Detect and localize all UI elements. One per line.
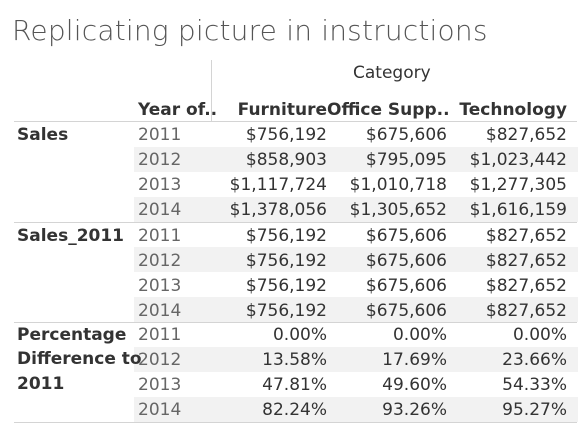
value-cell-technology[interactable]: 54.33% (447, 373, 567, 398)
value-cell-office-supplies[interactable]: 0.00% (327, 323, 447, 348)
value-cell-technology[interactable]: $827,652 (447, 249, 567, 274)
value-cell-office-supplies[interactable]: $675,606 (327, 299, 447, 324)
value-cell-office-supplies[interactable]: $675,606 (327, 249, 447, 274)
year-cell[interactable]: 2011 (138, 323, 181, 348)
value-cell-technology[interactable]: $827,652 (447, 224, 567, 249)
value-cell-furniture[interactable]: 47.81% (212, 373, 327, 398)
year-cell[interactable]: 2013 (138, 173, 181, 198)
value-cell-furniture[interactable]: $756,192 (212, 224, 327, 249)
value-cell-furniture[interactable]: $756,192 (212, 123, 327, 148)
value-cell-technology[interactable]: $827,652 (447, 123, 567, 148)
value-cell-furniture[interactable]: 13.58% (212, 348, 327, 373)
value-cell-technology[interactable]: $827,652 (447, 274, 567, 299)
value-cell-office-supplies[interactable]: 17.69% (327, 348, 447, 373)
value-cell-furniture[interactable]: $1,117,724 (212, 173, 327, 198)
value-cell-furniture[interactable]: $1,378,056 (212, 198, 327, 223)
value-cell-office-supplies[interactable]: $1,010,718 (327, 173, 447, 198)
view-title: Replicating picture in instructions (12, 14, 488, 47)
value-cell-office-supplies[interactable]: $795,095 (327, 148, 447, 173)
value-cell-office-supplies[interactable]: $1,305,652 (327, 198, 447, 223)
value-cell-technology[interactable]: 23.66% (447, 348, 567, 373)
measure-label-pct-diff-line1[interactable]: Percentage (17, 323, 126, 348)
year-cell[interactable]: 2012 (138, 249, 181, 274)
category-header[interactable]: Category (353, 61, 431, 86)
year-cell[interactable]: 2012 (138, 348, 181, 373)
year-cell[interactable]: 2011 (138, 224, 181, 249)
value-cell-furniture[interactable]: 82.24% (212, 398, 327, 423)
year-cell[interactable]: 2012 (138, 148, 181, 173)
value-cell-furniture[interactable]: $756,192 (212, 274, 327, 299)
year-cell[interactable]: 2014 (138, 198, 181, 223)
value-cell-office-supplies[interactable]: 93.26% (327, 398, 447, 423)
measure-label-pct-diff-line3[interactable]: 2011 (17, 372, 64, 397)
value-cell-office-supplies[interactable]: $675,606 (327, 123, 447, 148)
year-cell[interactable]: 2011 (138, 123, 181, 148)
value-cell-office-supplies[interactable]: 49.60% (327, 373, 447, 398)
measure-label-sales-2011[interactable]: Sales_2011 (17, 224, 124, 249)
value-cell-technology[interactable]: $1,023,442 (447, 148, 567, 173)
value-cell-furniture[interactable]: 0.00% (212, 323, 327, 348)
value-cell-technology[interactable]: 95.27% (447, 398, 567, 423)
value-cell-furniture[interactable]: $756,192 (212, 299, 327, 324)
column-header-office-supplies[interactable]: Office Supp.. (327, 98, 447, 123)
measure-label-sales[interactable]: Sales (17, 123, 68, 148)
year-column-header[interactable]: Year of.. (138, 98, 217, 123)
value-cell-office-supplies[interactable]: $675,606 (327, 274, 447, 299)
column-header-furniture[interactable]: Furniture (212, 98, 327, 123)
year-cell[interactable]: 2013 (138, 274, 181, 299)
value-cell-office-supplies[interactable]: $675,606 (327, 224, 447, 249)
year-cell[interactable]: 2014 (138, 299, 181, 324)
year-cell[interactable]: 2014 (138, 398, 181, 423)
value-cell-furniture[interactable]: $858,903 (212, 148, 327, 173)
year-cell[interactable]: 2013 (138, 373, 181, 398)
value-cell-technology[interactable]: $827,652 (447, 299, 567, 324)
value-cell-furniture[interactable]: $756,192 (212, 249, 327, 274)
column-header-technology[interactable]: Technology (447, 98, 567, 123)
value-cell-technology[interactable]: 0.00% (447, 323, 567, 348)
measure-label-pct-diff-line2[interactable]: Difference to (17, 347, 142, 372)
value-cell-technology[interactable]: $1,277,305 (447, 173, 567, 198)
value-cell-technology[interactable]: $1,616,159 (447, 198, 567, 223)
